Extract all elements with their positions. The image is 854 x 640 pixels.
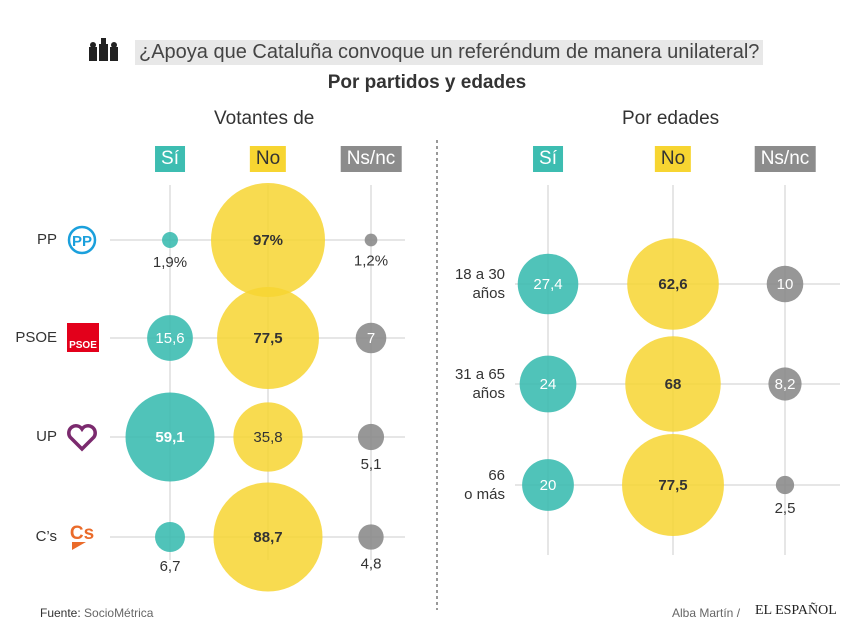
data-label: 62,6 — [658, 276, 687, 293]
bubble — [522, 459, 574, 511]
column-header: No — [654, 146, 692, 172]
column-header: Ns/nc — [754, 146, 816, 172]
svg-text:PSOE: PSOE — [69, 340, 97, 351]
bubble — [622, 434, 724, 536]
data-label: 20 — [540, 477, 557, 494]
pp-logo: PP — [67, 225, 97, 255]
column-header: Sí — [533, 146, 563, 172]
bubble — [162, 232, 178, 248]
bubble — [211, 183, 325, 297]
bubble — [147, 315, 193, 361]
bubble — [233, 402, 303, 472]
data-label: 4,8 — [361, 556, 382, 573]
credit: Alba Martín / — [672, 606, 741, 620]
bubble — [768, 367, 802, 401]
data-label: 2,5 — [775, 500, 796, 517]
row-label: PSOE — [15, 329, 57, 346]
chart-subtitle: Por partidos y edades — [327, 72, 527, 93]
data-label: 5,1 — [361, 456, 382, 473]
up-logo — [67, 424, 97, 452]
data-label: 68 — [665, 376, 682, 393]
source: Fuente: SocioMétrica — [40, 606, 153, 620]
data-label: 7 — [367, 330, 375, 347]
bubble — [517, 253, 579, 315]
psoe-logo: PSOE — [67, 323, 99, 352]
svg-text:PP: PP — [72, 233, 92, 250]
brand-logo: EL ESPAÑOL — [755, 603, 837, 618]
data-label: 59,1 — [155, 429, 184, 446]
bubble — [775, 475, 795, 495]
data-label: 15,6 — [155, 330, 184, 347]
data-label: 27,4 — [533, 276, 562, 293]
row-label: UP — [36, 428, 57, 445]
data-label: 6,7 — [160, 558, 181, 575]
data-label: 97% — [253, 232, 283, 249]
row-label: 18 a 30 años — [454, 266, 505, 302]
bubble — [213, 482, 323, 592]
data-label: 88,7 — [253, 529, 282, 546]
data-label: 77,5 — [658, 477, 687, 494]
bubble — [364, 233, 378, 247]
data-label: 1,9% — [153, 254, 187, 271]
row-label: C’s — [35, 528, 57, 545]
row-label: PP — [36, 231, 57, 248]
source-label: Fuente: — [40, 606, 81, 620]
data-label: 24 — [540, 376, 557, 393]
data-label: 1,2% — [354, 252, 388, 269]
source-name: SocioMétrica — [84, 606, 154, 620]
bubble — [625, 336, 721, 432]
bubble — [357, 423, 385, 451]
data-label: 10 — [777, 276, 794, 293]
bubble — [358, 524, 384, 550]
bubble — [217, 287, 319, 389]
svg-text:Cs: Cs — [70, 523, 94, 544]
data-label: 77,5 — [253, 330, 282, 347]
bubble — [627, 238, 719, 330]
panel-title-parties: Votantes de — [214, 108, 315, 129]
chart-title: ¿Apoya que Cataluña convoque un referénd… — [135, 40, 764, 65]
column-header: No — [249, 146, 287, 172]
panel-title-ages: Por edades — [622, 108, 720, 129]
row-label: 66 o más — [464, 467, 505, 503]
column-header: Sí — [155, 146, 185, 172]
bubble — [766, 265, 804, 303]
cs-logo: Cs — [70, 523, 94, 550]
data-label: 8,2 — [775, 376, 796, 393]
bubble — [519, 355, 577, 413]
bubble — [125, 392, 215, 482]
row-label: 31 a 65 años — [454, 366, 505, 402]
data-label: 35,8 — [253, 429, 282, 446]
column-header: Ns/nc — [340, 146, 402, 172]
bubble — [155, 522, 185, 552]
bubble — [355, 322, 387, 354]
